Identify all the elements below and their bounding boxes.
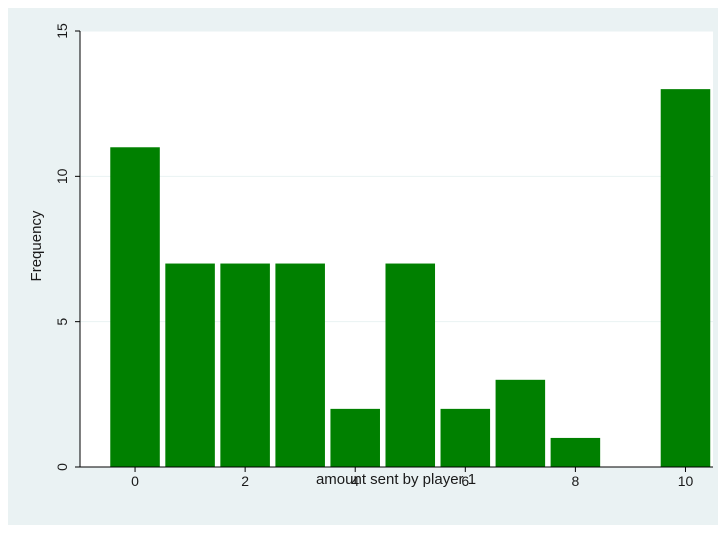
y-axis-title: Frequency [28,210,45,281]
y-tick-label-5: 5 [54,318,70,326]
x-tick-label-0: 0 [131,473,139,489]
x-axis-title: amount sent by player 1 [316,471,476,488]
bar-x-1 [165,263,215,467]
x-tick-label-10: 10 [678,473,694,489]
bar-x-7 [495,379,546,467]
y-tick-label-0: 0 [54,463,70,471]
bar-x-6 [440,408,491,467]
y-tick-label-15: 15 [54,23,70,39]
ticks: 0 2 4 6 8 10 0 5 10 15 [54,23,693,489]
bar-x-5 [385,263,436,467]
y-tick-label-10: 10 [54,168,70,184]
bar-x-2 [220,263,270,467]
bar-x-0 [110,147,160,467]
x-tick-label-4: 4 [351,473,359,489]
axes [79,31,713,468]
bar-x-3 [275,263,325,467]
x-tick-label-2: 2 [241,473,249,489]
x-tick-label-8: 8 [571,473,579,489]
bar-x-4 [330,408,380,467]
x-tick-label-6: 6 [461,473,469,489]
bar-x-10 [660,89,711,467]
bar-x-8 [550,437,601,467]
bars [110,89,711,467]
